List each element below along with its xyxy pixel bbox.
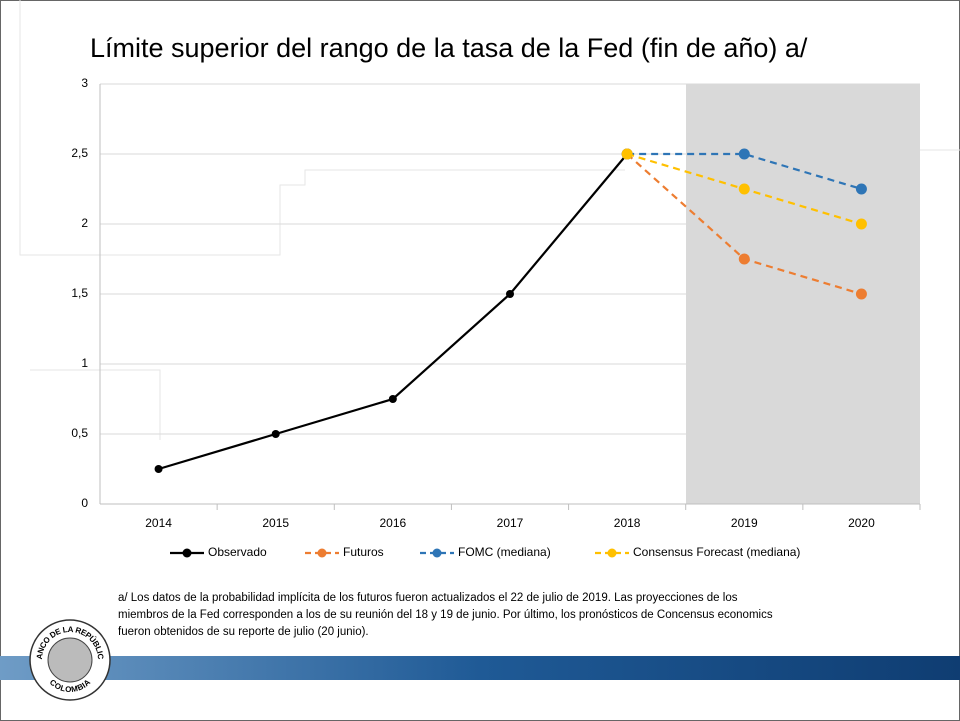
y-tick-label: 0,5 — [71, 426, 88, 440]
point — [388, 395, 397, 403]
point — [855, 218, 867, 230]
x-tick-label: 2014 — [145, 516, 172, 530]
y-tick-label: 2,5 — [71, 146, 88, 160]
y-tick-label: 0 — [81, 496, 88, 510]
chart-title: Límite superior del rango de la tasa de … — [90, 33, 808, 63]
footnote: fueron obtenidos de su reporte de julio … — [118, 626, 369, 638]
series-line — [627, 152, 862, 191]
point — [855, 183, 867, 195]
decor — [19, 0, 960, 440]
point — [506, 290, 514, 298]
point — [621, 148, 633, 160]
x-tick-label: 2016 — [380, 516, 407, 530]
footnote: a/ Los datos de la probabilidad implícit… — [118, 592, 738, 604]
legend-marker — [182, 548, 192, 558]
y-tick-label: 2 — [81, 216, 88, 230]
x-tick-label: 2019 — [731, 516, 758, 530]
point — [738, 253, 750, 265]
legend-label: Futuros — [343, 545, 384, 559]
x-tick-label: 2015 — [262, 516, 289, 530]
point — [738, 148, 750, 160]
point — [738, 183, 750, 195]
legend-marker — [432, 548, 442, 558]
y-tick-label: 1 — [81, 356, 88, 370]
y-tick-label: 3 — [81, 76, 88, 90]
footnote: miembros de la Fed corresponden a los de… — [118, 609, 773, 621]
x-tick-label: 2020 — [848, 516, 875, 530]
point — [855, 288, 867, 300]
point — [271, 430, 280, 438]
legend-marker — [317, 548, 327, 558]
legend-label: Consensus Forecast (mediana) — [633, 545, 800, 559]
legend-marker — [607, 548, 617, 558]
footer-bar — [0, 656, 960, 680]
x-tick-label: 2017 — [497, 516, 524, 530]
logo-head — [47, 637, 93, 683]
y-tick-label: 1,5 — [71, 286, 88, 300]
x-tick-label: 2018 — [614, 516, 641, 530]
legend-label: FOMC (mediana) — [458, 545, 551, 559]
legend-label: Observado — [208, 545, 267, 559]
point — [154, 465, 163, 473]
